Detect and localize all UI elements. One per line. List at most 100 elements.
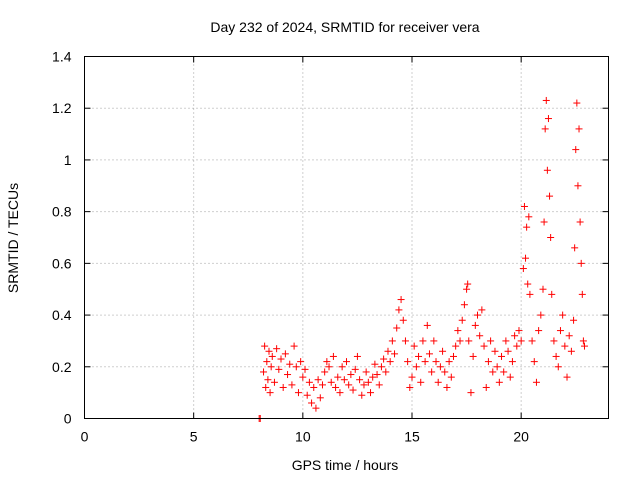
data-point xyxy=(275,365,283,373)
data-point xyxy=(480,342,488,350)
data-point xyxy=(268,352,276,360)
data-point xyxy=(511,332,519,340)
data-point xyxy=(517,337,525,345)
data-point xyxy=(288,381,296,389)
data-point xyxy=(454,327,462,335)
data-point xyxy=(471,321,479,329)
data-point xyxy=(456,337,464,345)
data-point xyxy=(447,373,455,381)
x-tick-label: 20 xyxy=(513,429,529,445)
data-point xyxy=(386,358,394,366)
data-point xyxy=(443,383,451,391)
data-point xyxy=(567,347,575,355)
data-point xyxy=(482,383,490,391)
data-point xyxy=(292,363,300,371)
data-point xyxy=(540,218,548,226)
data-point xyxy=(321,368,329,376)
data-point xyxy=(308,399,316,407)
data-point xyxy=(290,342,298,350)
data-point xyxy=(371,360,379,368)
axis-ticks xyxy=(84,56,609,419)
data-point xyxy=(542,96,550,104)
data-point xyxy=(579,337,587,345)
data-point xyxy=(430,337,438,345)
data-point xyxy=(375,381,383,389)
data-point xyxy=(404,358,412,366)
data-point xyxy=(465,337,473,345)
data-point xyxy=(548,290,556,298)
data-point xyxy=(537,311,545,319)
x-tick-label: 5 xyxy=(190,429,198,445)
data-point xyxy=(428,368,436,376)
data-point xyxy=(279,383,287,391)
data-point xyxy=(362,368,370,376)
data-point xyxy=(474,311,481,319)
data-point xyxy=(513,342,521,350)
y-tick-label: 1.4 xyxy=(52,49,72,65)
data-point xyxy=(408,373,416,381)
data-point xyxy=(265,347,273,355)
data-point xyxy=(546,192,554,200)
data-point xyxy=(570,316,578,324)
data-points xyxy=(255,96,588,422)
data-point xyxy=(412,363,420,371)
data-point xyxy=(360,381,368,389)
data-point xyxy=(314,376,322,384)
y-tick-label: 0.2 xyxy=(52,359,72,375)
data-point xyxy=(563,373,571,381)
x-axis-label: GPS time / hours xyxy=(292,457,399,473)
data-point xyxy=(500,368,508,376)
data-point xyxy=(377,363,385,371)
data-point xyxy=(544,115,552,123)
data-point xyxy=(262,383,270,391)
data-point xyxy=(561,342,569,350)
chart-title: Day 232 of 2024, SRMTID for receiver ver… xyxy=(210,19,479,35)
data-point xyxy=(353,352,361,360)
data-point xyxy=(478,306,486,314)
data-point xyxy=(399,316,407,324)
data-point xyxy=(491,347,499,355)
data-point xyxy=(356,376,364,384)
data-point xyxy=(267,363,275,371)
y-tick-label: 0.6 xyxy=(52,255,72,271)
data-point xyxy=(541,125,549,133)
data-point xyxy=(312,404,320,412)
data-point xyxy=(515,327,523,335)
data-point xyxy=(493,363,501,371)
data-point xyxy=(554,363,562,371)
data-point xyxy=(345,381,353,389)
data-point xyxy=(393,324,401,332)
data-point xyxy=(576,218,584,226)
data-point xyxy=(556,327,564,335)
data-point xyxy=(336,389,344,397)
data-point xyxy=(419,337,427,345)
data-point xyxy=(575,125,583,133)
data-point xyxy=(445,358,453,366)
data-point xyxy=(401,337,409,345)
data-point xyxy=(349,386,357,394)
data-point xyxy=(571,244,579,252)
data-point xyxy=(434,378,442,386)
y-tick-label: 0 xyxy=(64,411,72,427)
data-point xyxy=(380,355,388,363)
data-point xyxy=(294,389,302,397)
data-point xyxy=(391,350,399,358)
data-point xyxy=(417,378,425,386)
data-point xyxy=(369,373,377,381)
data-point xyxy=(476,332,484,340)
data-point xyxy=(441,368,449,376)
plot-frame xyxy=(84,56,609,419)
x-tick-label: 0 xyxy=(81,429,89,445)
tick-labels: 0 5 10 15 20 0 0.2 0.4 0.6 0.8 1 1.2 1.4 xyxy=(52,49,529,445)
data-point xyxy=(519,265,527,273)
data-point xyxy=(261,342,269,350)
data-point xyxy=(524,280,532,288)
data-point xyxy=(484,358,492,366)
data-point xyxy=(264,376,272,384)
data-point xyxy=(286,360,294,368)
data-point xyxy=(415,352,423,360)
data-point xyxy=(522,254,530,262)
data-point xyxy=(301,365,309,373)
data-point xyxy=(458,316,466,324)
data-point xyxy=(327,378,335,386)
